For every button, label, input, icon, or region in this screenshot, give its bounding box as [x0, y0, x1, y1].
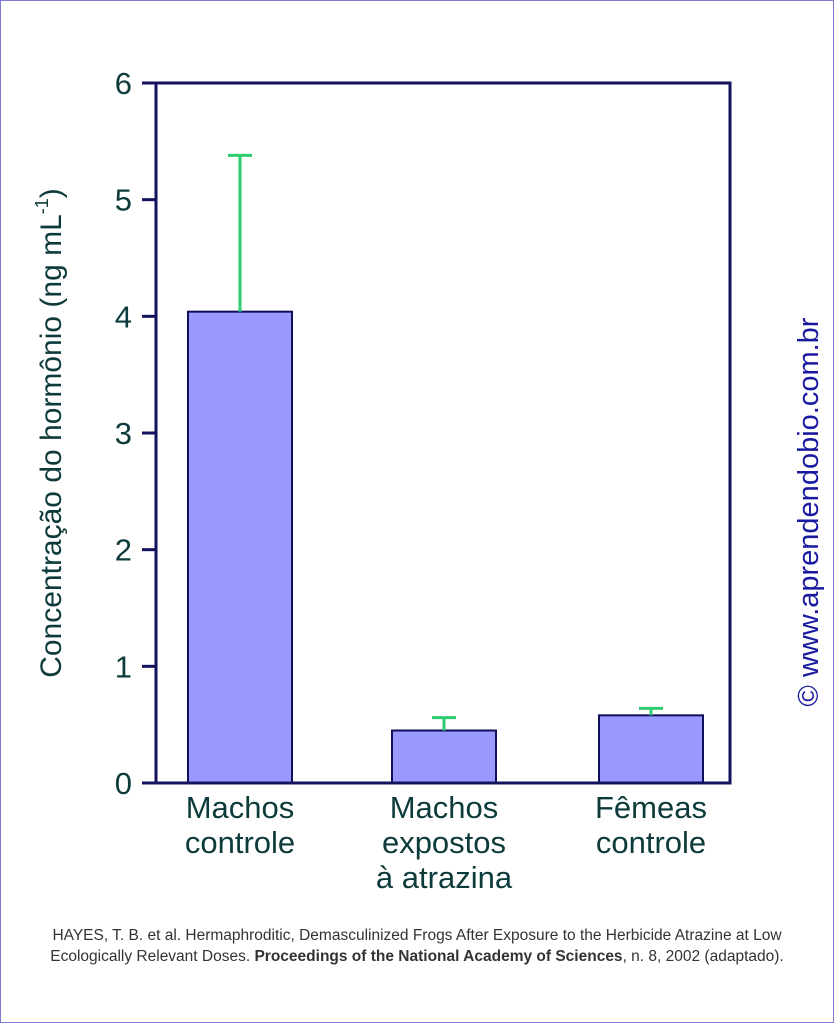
y-tick-label: 1: [115, 649, 132, 684]
category-label-line: Machos: [390, 790, 499, 825]
credit-journal: Proceedings of the National Academy of S…: [254, 948, 623, 965]
y-axis-label: Concentração do hormônio (ng mL-1): [32, 188, 68, 678]
category-label-line: controle: [185, 825, 295, 860]
category-label-line: à atrazina: [376, 860, 513, 895]
y-tick-label: 0: [115, 766, 132, 801]
category-label-line: controle: [596, 825, 706, 860]
y-tick-label: 4: [115, 299, 132, 334]
category-label-line: Fêmeas: [595, 790, 707, 825]
y-tick-label: 2: [115, 533, 132, 568]
y-axis-ticks: 0 1 2 3 4 5 6: [115, 66, 156, 801]
bar: [391, 729, 497, 784]
credit-text: HAYES, T. B. et al. Hermaphroditic, Dema…: [50, 927, 782, 965]
bars-group: [187, 310, 704, 784]
y-tick-label: 6: [115, 66, 132, 101]
category-label-line: expostos: [382, 825, 506, 860]
bar: [598, 714, 704, 784]
plot-area-frame: [154, 81, 732, 785]
error-bars-group: [228, 153, 663, 731]
watermark-text: © www.aprendendobio.com.br: [793, 317, 825, 706]
bar: [187, 310, 293, 784]
credit-text-end: , n. 8, 2002 (adaptado).: [622, 948, 784, 965]
y-tick-label: 5: [115, 183, 132, 218]
source-credit: HAYES, T. B. et al. Hermaphroditic, Dema…: [40, 925, 794, 967]
y-tick-label: 3: [115, 416, 132, 451]
category-label-line: Machos: [186, 790, 295, 825]
